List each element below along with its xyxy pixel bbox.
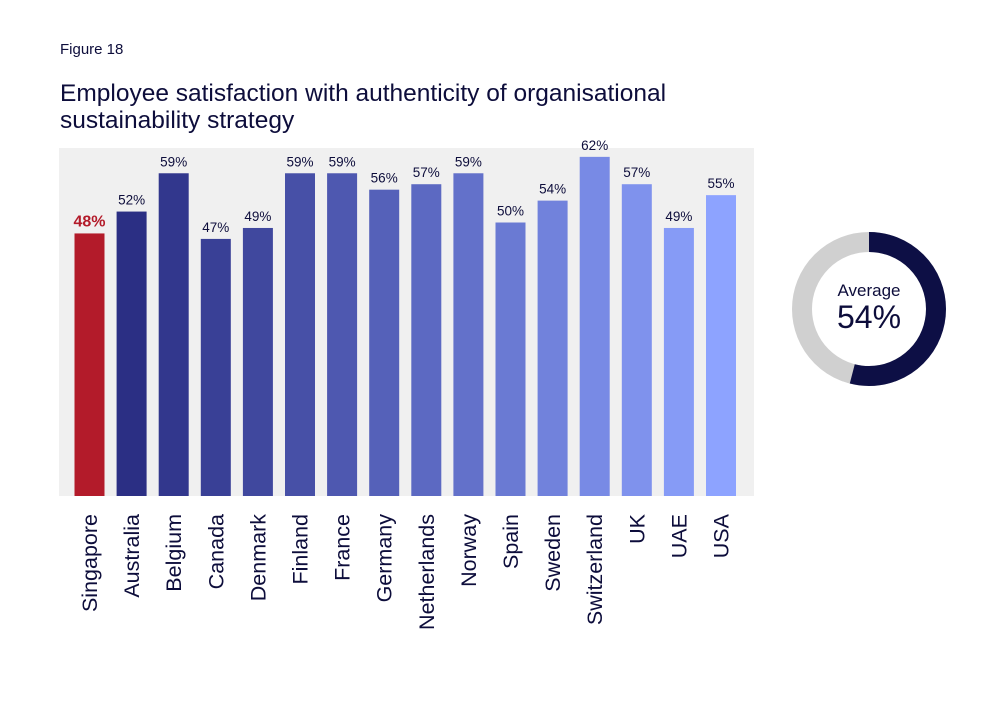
- bar-value-label: 57%: [623, 165, 650, 180]
- bar-value-label: 54%: [539, 182, 566, 197]
- category-label: UK: [625, 513, 649, 544]
- bar-spain: [495, 222, 526, 496]
- bar-germany: [369, 189, 400, 496]
- category-label: Germany: [373, 514, 397, 603]
- bar-value-label: 48%: [73, 213, 105, 230]
- category-label: USA: [710, 513, 734, 558]
- category-label: France: [331, 514, 355, 581]
- bar-canada: [200, 238, 231, 496]
- bar-value-label: 50%: [497, 204, 524, 219]
- bar-value-label: 59%: [329, 154, 356, 169]
- bar-value-label: 62%: [581, 138, 608, 153]
- category-label: Sweden: [541, 514, 565, 592]
- bar-sweden: [537, 200, 568, 496]
- donut-filled-arc: [792, 232, 946, 386]
- bar-finland: [285, 173, 315, 496]
- bar-france: [327, 173, 358, 496]
- figure-label: Figure 18: [60, 41, 124, 58]
- bar-uae: [663, 227, 694, 496]
- average-donut: Average 54%: [790, 230, 948, 388]
- category-label: Finland: [289, 514, 313, 585]
- category-label: Belgium: [162, 514, 186, 592]
- bar-value-label: 49%: [244, 209, 271, 224]
- category-label: Canada: [204, 514, 228, 589]
- bar-value-label: 57%: [413, 165, 440, 180]
- average-value: 54%: [836, 299, 902, 335]
- average-text: Average 54%: [790, 281, 948, 335]
- bar-australia: [116, 211, 147, 496]
- bar-belgium: [158, 173, 189, 496]
- bar-singapore: [74, 233, 105, 496]
- bar-value-label: 55%: [707, 176, 734, 191]
- bar-value-label: 47%: [202, 220, 229, 235]
- average-donut-ring: [792, 232, 946, 386]
- bar-norway: [453, 173, 484, 496]
- category-label: UAE: [667, 514, 691, 558]
- bar-value-label: 59%: [286, 154, 313, 169]
- bar-value-label: 56%: [371, 171, 398, 186]
- category-label: Norway: [457, 514, 481, 587]
- bar-uk: [621, 184, 652, 496]
- bar-usa: [706, 195, 736, 496]
- category-label: Switzerland: [583, 514, 607, 625]
- bar-value-label: 59%: [455, 154, 482, 169]
- category-label: Denmark: [246, 514, 270, 601]
- bar-value-label: 59%: [160, 154, 187, 169]
- bar-denmark: [242, 227, 273, 496]
- category-label: Australia: [120, 514, 144, 598]
- category-label: Singapore: [78, 514, 102, 612]
- category-label: Spain: [499, 514, 523, 569]
- average-label: Average: [837, 281, 901, 300]
- bar-switzerland: [579, 156, 610, 497]
- bar-netherlands: [411, 184, 442, 496]
- chart-title: Employee satisfaction with authenticity …: [60, 80, 667, 134]
- bar-value-label: 52%: [118, 193, 145, 208]
- category-label: Netherlands: [415, 514, 439, 630]
- bar-value-label: 49%: [665, 209, 692, 224]
